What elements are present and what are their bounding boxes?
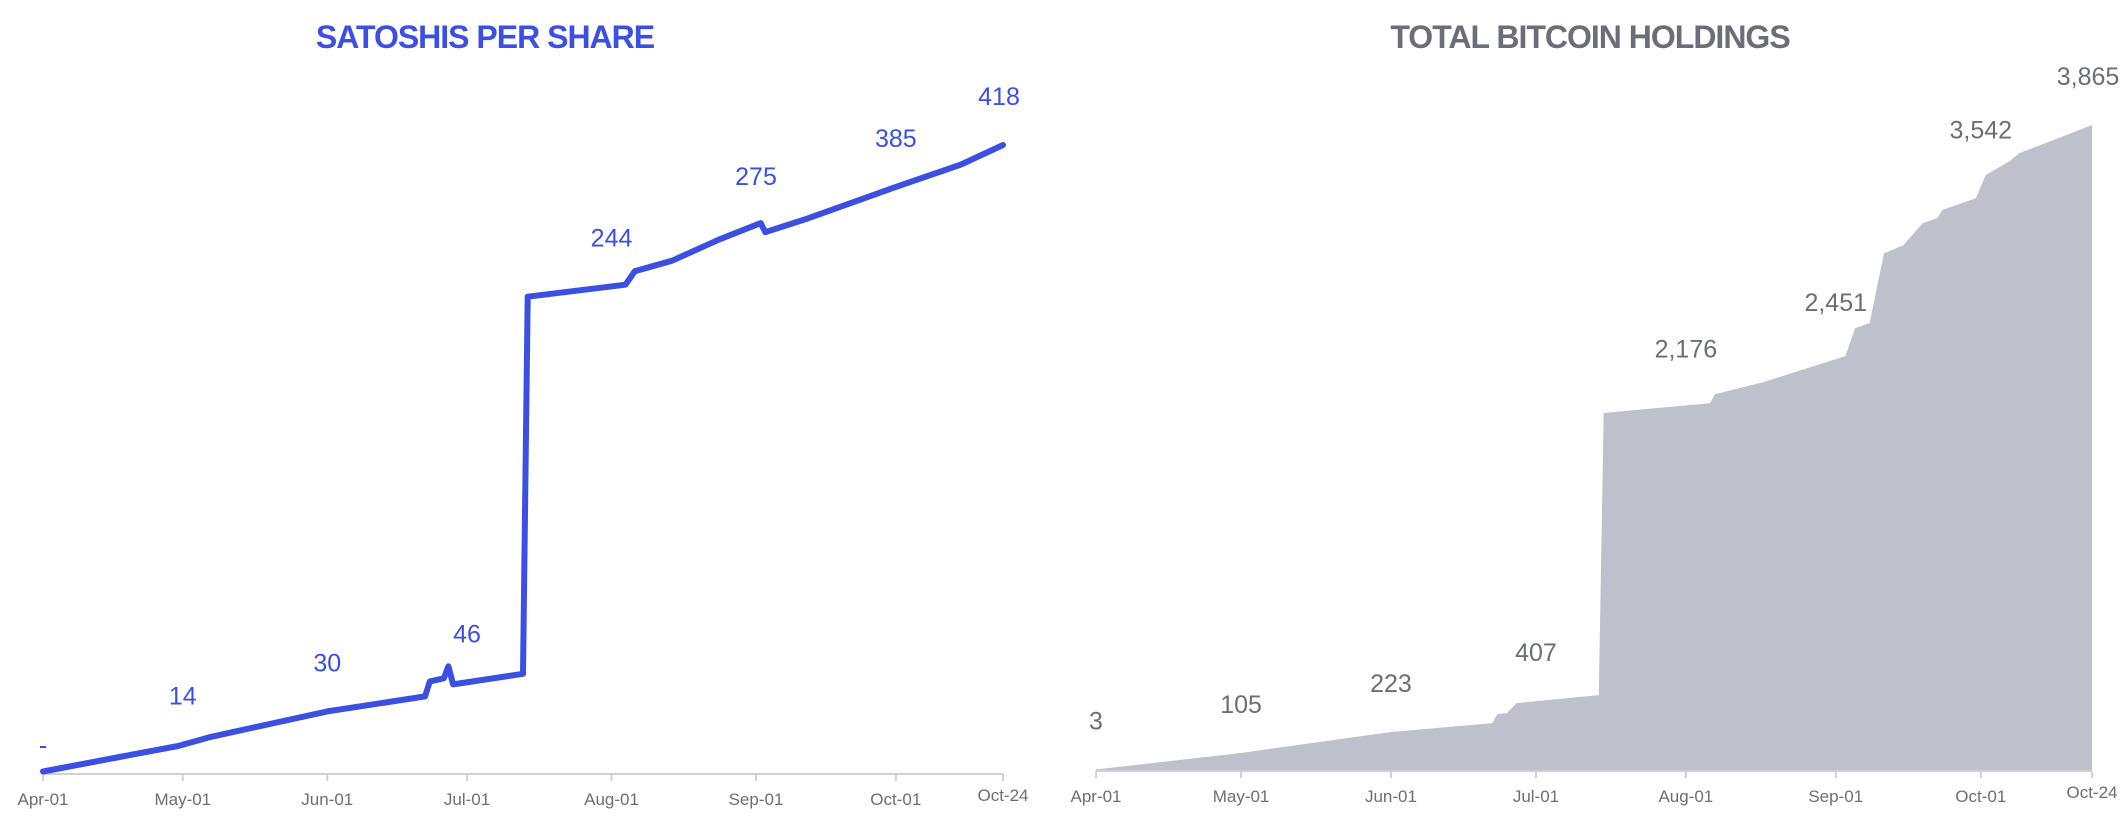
data-label: 3 [1089,707,1103,735]
x-tick-label: May-01 [1213,787,1270,806]
data-label: 418 [978,83,1020,111]
data-label: 2,451 [1804,289,1867,317]
data-label: - [39,731,47,759]
data-label: 407 [1515,639,1557,667]
x-tick-label: Aug-01 [1658,787,1713,806]
data-label: 2,176 [1655,335,1718,363]
data-label: 3,865 [2057,63,2120,91]
x-tick-label: Oct-01 [1955,787,2006,806]
chart-title: SATOSHIS PER SHARE [316,19,655,55]
data-label: 14 [169,683,197,711]
data-label: 3,542 [1950,117,2013,145]
x-tick-label: Oct-01 [870,790,921,809]
line-series [40,142,1006,775]
data-label: 275 [735,163,777,191]
satoshis-per-share-chart: SATOSHIS PER SHARE Apr-01 May-01 Jun-01 Jul… [17,19,1028,809]
data-label: 30 [313,649,341,677]
data-label: 223 [1370,670,1412,698]
data-label: 385 [875,125,917,153]
x-tick-label: May-01 [154,790,211,809]
x-tick-label: Jun-01 [1365,787,1417,806]
x-tick-label: Aug-01 [584,790,639,809]
area-series [1096,125,2092,770]
x-tick-label: Jun-01 [301,790,353,809]
x-tick-label: Jul-01 [1513,787,1559,806]
x-tick-label: Apr-01 [1070,787,1121,806]
x-tick-label: Apr-01 [17,790,68,809]
data-label: 105 [1220,691,1262,719]
x-tick-label: Oct-24 [2066,783,2117,802]
data-label: 244 [591,224,633,252]
x-tick-label: Sep-01 [729,790,784,809]
total-bitcoin-holdings-chart: TOTAL BITCOIN HOLDINGS Apr-01 May-01 Jun-0… [1070,19,2119,806]
x-tick-label: Sep-01 [1808,787,1863,806]
chart-title: TOTAL BITCOIN HOLDINGS [1390,19,1790,55]
x-tick-label: Oct-24 [977,786,1028,805]
data-label: 46 [453,620,481,648]
x-tick-label: Jul-01 [444,790,490,809]
